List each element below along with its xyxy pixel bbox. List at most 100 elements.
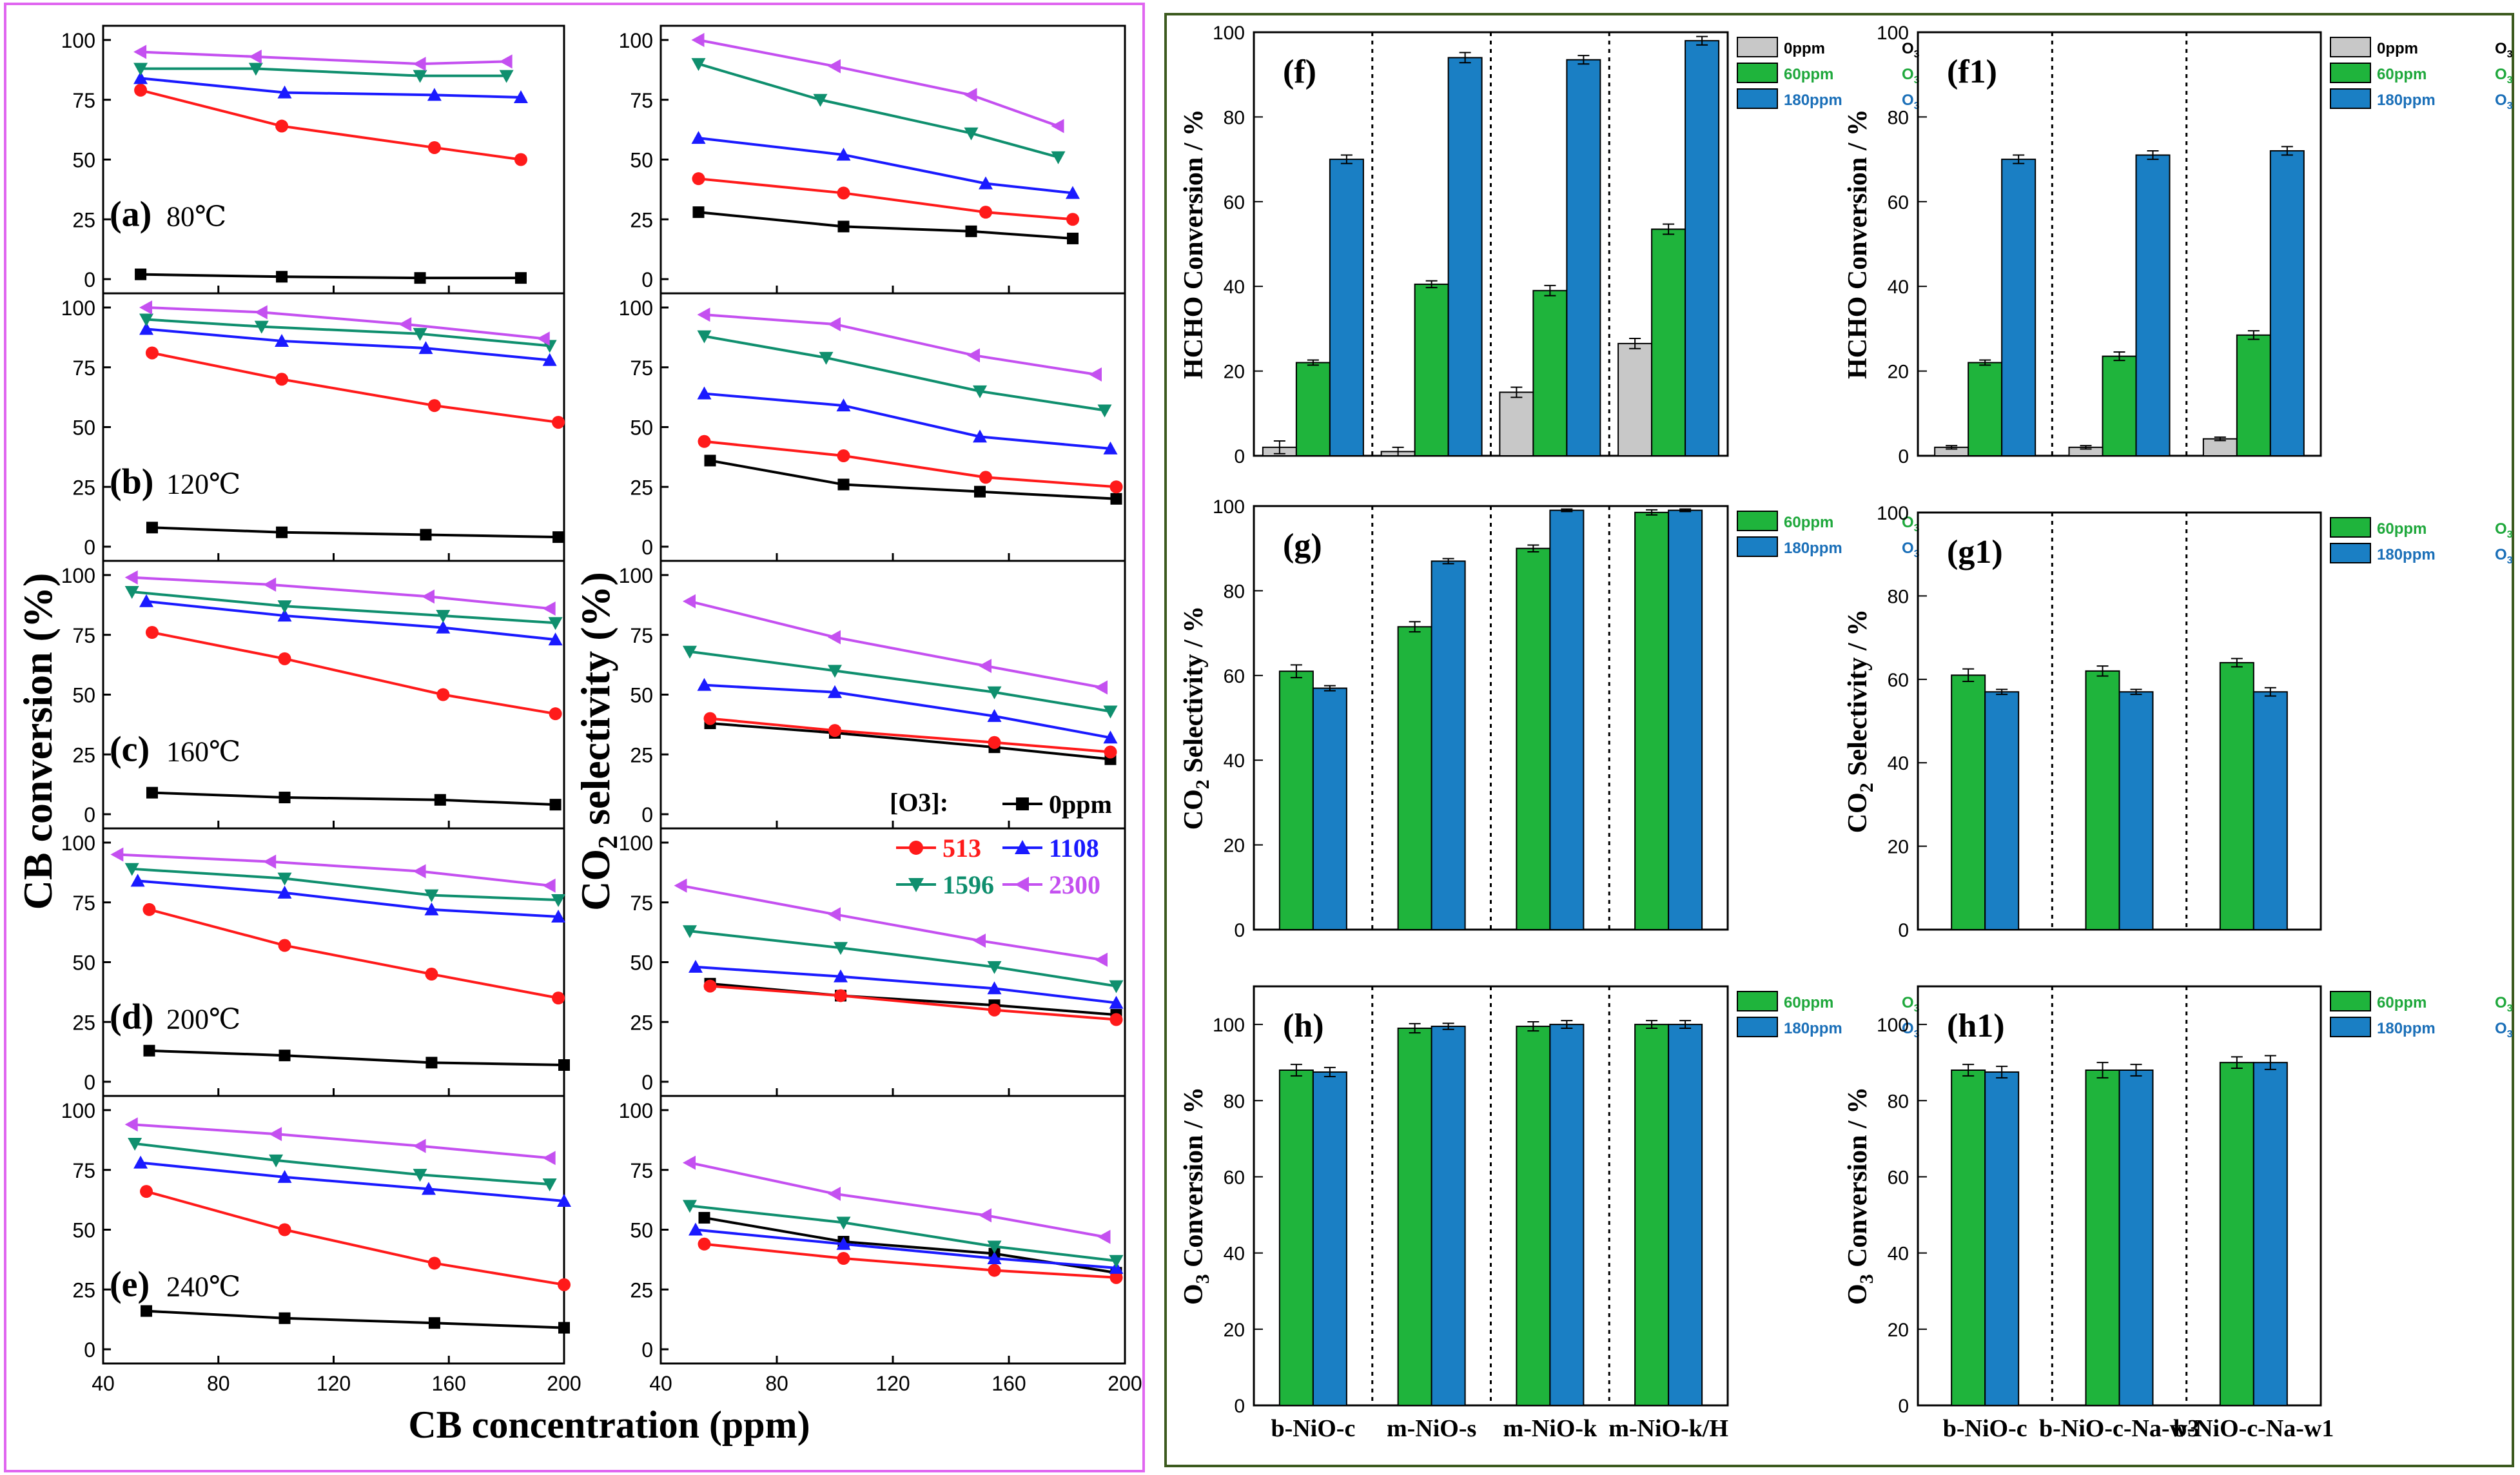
legend-label: 60ppm	[2377, 994, 2427, 1011]
legend-label: 60ppm	[1784, 994, 1833, 1011]
series-line	[132, 590, 556, 625]
data-point	[683, 1155, 696, 1170]
bar-180ppm	[1549, 509, 1585, 930]
series-line	[140, 1161, 565, 1202]
bar-60ppm	[1516, 1026, 1551, 1406]
data-point	[973, 429, 987, 443]
legend-o3-sub: 3	[1914, 75, 1920, 86]
data-point	[698, 1211, 710, 1224]
series-513	[145, 626, 562, 721]
data-point	[1051, 119, 1064, 133]
legend-entry-60ppm: 60ppm O3	[2330, 517, 2513, 540]
y-tick-label: 50	[72, 1219, 95, 1242]
y-tick-label: 50	[72, 149, 95, 172]
data-point	[248, 49, 262, 64]
data-point	[1110, 493, 1122, 505]
data-point	[277, 600, 292, 614]
y-tick-label: 20	[1888, 1320, 1909, 1341]
series-513	[142, 903, 565, 1005]
legend-entry-60ppm: 60ppm O3	[1737, 63, 1920, 86]
legend-o3-main: O	[2495, 546, 2507, 563]
data-point	[551, 894, 566, 908]
data-point	[988, 1264, 1001, 1277]
series-0ppm	[692, 206, 1079, 244]
legend-label: 513	[943, 834, 981, 863]
data-point	[987, 1240, 1002, 1254]
panel-temperature: 240℃	[166, 1271, 240, 1302]
legend-swatch	[1737, 37, 1778, 57]
data-point	[836, 1216, 851, 1230]
data-point	[987, 981, 1002, 995]
data-point	[418, 341, 433, 355]
data-point	[143, 1044, 155, 1057]
y-label-rest: Conversion / %	[1179, 1087, 1209, 1275]
data-point	[413, 864, 426, 879]
data-point	[499, 70, 514, 83]
series-0ppm	[143, 1044, 570, 1071]
data-point	[277, 885, 292, 899]
bar-180ppm	[1668, 509, 1703, 930]
y-tick-label: 100	[619, 832, 653, 855]
y-tick-label: 20	[1224, 835, 1245, 857]
data-point	[133, 71, 148, 84]
legend-entry-0ppm: 0ppm O3	[2330, 37, 2513, 60]
y-tick-label: 100	[619, 564, 653, 587]
data-point	[514, 153, 527, 166]
y-tick-label: 100	[619, 1099, 653, 1122]
y-axis-label: O3 Conversion / %	[1179, 1087, 1213, 1305]
series-line	[689, 930, 1117, 988]
data-point	[145, 346, 159, 360]
legend-label: 180ppm	[2377, 92, 2436, 109]
legend-o3-sub: 3	[2507, 49, 2513, 60]
series-513	[698, 1237, 1123, 1284]
bar-60ppm	[1651, 228, 1686, 456]
y-label-sub: 2	[1192, 779, 1213, 789]
legend-o3-sub: 3	[2507, 101, 2513, 112]
legend-label: 60ppm	[1784, 66, 1833, 83]
legend-entry-0ppm: 0ppm O3	[1737, 37, 1920, 60]
legend-label: 2300	[1049, 870, 1100, 899]
data-point	[1103, 730, 1118, 744]
series-513	[703, 979, 1123, 1026]
bar-60ppm	[1968, 362, 2003, 457]
series-line	[704, 1242, 1117, 1279]
data-point	[276, 271, 288, 283]
y-axis-label: CO2 Selectivity / %	[1843, 609, 1877, 833]
panel-f1: 0 20 40 60 80 100 HCHO Conversion / % (f1) 0ppm O…	[1843, 23, 2513, 467]
y-axis-label: CO2 Selectivity / %	[1179, 606, 1213, 830]
legend-o3: O3	[2495, 1020, 2513, 1040]
data-point	[979, 1208, 991, 1223]
data-point	[1095, 680, 1108, 695]
y-tick-label: 75	[72, 89, 95, 112]
data-point	[413, 1169, 427, 1182]
bar-180ppm	[1566, 59, 1601, 456]
bar-180ppm	[1312, 1071, 1347, 1407]
y-tick-label: 40	[1224, 1244, 1245, 1265]
legend-label: 1596	[943, 870, 994, 899]
bar-60ppm	[1951, 1070, 1986, 1406]
data-point	[837, 186, 850, 200]
series-1596	[139, 313, 557, 353]
series-line	[137, 879, 559, 919]
data-point	[434, 794, 446, 806]
series-line	[698, 63, 1059, 159]
legend-o3: O3	[2495, 92, 2513, 112]
data-point	[263, 854, 277, 869]
left-figure-frame	[4, 3, 1145, 1472]
bar-60ppm	[1634, 511, 1670, 930]
series-2300	[683, 1155, 1111, 1244]
legend-entry-180ppm: 180ppm O3	[2330, 1017, 2513, 1040]
legend-label: 60ppm	[1784, 514, 1833, 531]
bar-180ppm	[2252, 691, 2288, 930]
y-label-rest: Selectivity / %	[1179, 606, 1209, 779]
data-point	[552, 531, 565, 543]
y-tick-label: 100	[61, 29, 95, 52]
data-point	[697, 308, 710, 322]
panel-tag: (h)	[1283, 1008, 1324, 1044]
data-point	[828, 724, 841, 738]
data-point	[124, 585, 139, 599]
data-point	[691, 33, 705, 47]
data-point	[704, 454, 716, 467]
